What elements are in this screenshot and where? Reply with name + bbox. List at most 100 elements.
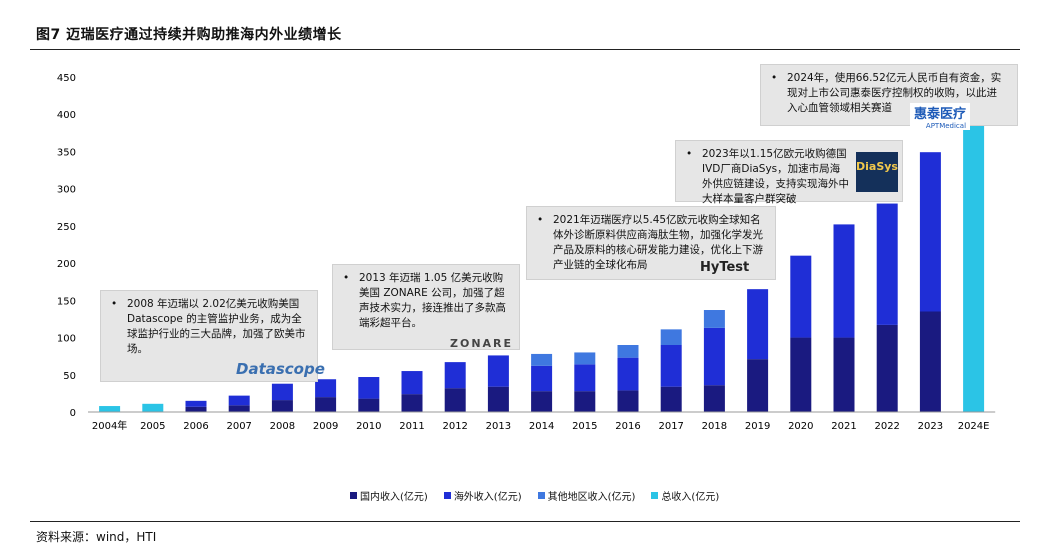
y-tick-label: 350 <box>57 147 76 158</box>
bar-overseas <box>919 152 941 312</box>
diasys-logo: DiaSys <box>856 152 898 192</box>
x-tick-label: 2005 <box>140 421 165 432</box>
bar-overseas <box>617 357 639 391</box>
x-tick-label: 2021 <box>831 421 856 432</box>
callout-text: 2023年以1.15亿欧元收购德国IVD厂商DiaSys，加速市局海外供应链建设… <box>702 148 849 205</box>
y-tick-label: 0 <box>70 408 76 419</box>
y-tick-label: 300 <box>57 185 76 196</box>
bar-domestic <box>228 405 250 412</box>
x-tick-label: 2018 <box>702 421 727 432</box>
bar-domestic <box>185 406 207 412</box>
legend-label: 海外收入(亿元) <box>453 492 522 503</box>
legend-swatch <box>651 492 659 499</box>
callout-text: 2024年，使用66.52亿元人民币自有资金，实现对上市公司惠泰医疗控制权的收购… <box>787 72 1002 114</box>
bar-domestic <box>833 337 855 412</box>
bar-domestic <box>487 386 509 412</box>
legend-domestic: 国内收入(亿元) <box>350 488 428 503</box>
x-tick-label: 2004年 <box>92 419 127 432</box>
callout-2013: • 2013 年迈瑞 1.05 亿美元收购美国 ZONARE 公司，加强了超声技… <box>332 264 520 350</box>
x-tick-label: 2011 <box>399 421 424 432</box>
bar-overseas <box>228 395 250 406</box>
hytest-logo: HyTest <box>700 260 750 275</box>
bar-overseas <box>790 255 812 338</box>
bar-overseas <box>747 289 769 360</box>
bar-overseas <box>487 355 509 387</box>
legend-swatch <box>537 492 545 499</box>
bars <box>99 99 985 412</box>
bar-overseas <box>531 365 553 392</box>
top-rule <box>30 49 1020 50</box>
x-tick-label: 2013 <box>486 421 511 432</box>
datascope-logo: Datascope <box>236 360 325 378</box>
bar-overseas <box>185 400 207 407</box>
bar-domestic <box>315 397 337 412</box>
callout-2008: • 2008 年迈瑞以 2.02亿美元收购美国Datascope 的主管监护业务… <box>100 290 318 382</box>
figure-title: 图7 迈瑞医疗通过持续并购助推海内外业绩增长 <box>36 27 342 43</box>
x-tick-label: 2019 <box>745 421 770 432</box>
legend-label: 总收入(亿元) <box>661 492 720 503</box>
callout-bullet: • <box>686 148 693 160</box>
y-tick-label: 400 <box>57 110 76 121</box>
bar-domestic <box>271 400 293 412</box>
callout-2021: • 2021年迈瑞医疗以5.45亿欧元收购全球知名体外诊断原料供应商海肽生物，加… <box>526 206 776 280</box>
bar-other <box>574 352 596 365</box>
bar-other <box>617 345 639 358</box>
bar-overseas <box>444 362 466 389</box>
x-tick-label: 2008 <box>270 421 295 432</box>
bar-domestic <box>747 359 769 412</box>
x-tick-label: 2009 <box>313 421 338 432</box>
bar-domestic <box>703 385 725 412</box>
bar-total <box>142 403 164 412</box>
x-tick-label: 2010 <box>356 421 381 432</box>
bar-domestic <box>574 391 596 412</box>
x-tick-label: 2006 <box>183 421 208 432</box>
legend-other: 其他地区收入(亿元) <box>537 488 636 503</box>
bar-overseas <box>401 371 423 395</box>
bar-domestic <box>358 398 380 412</box>
x-tick-label: 2016 <box>615 421 640 432</box>
legend: 国内收入(亿元) 海外收入(亿元) 其他地区收入(亿元) 总收入(亿元) <box>350 488 719 503</box>
x-tick-label: 2017 <box>658 421 683 432</box>
legend-label: 国内收入(亿元) <box>360 492 428 503</box>
y-axis: 0 50 100 150 200 250 300 350 400 450 <box>57 73 76 419</box>
bar-domestic <box>790 337 812 412</box>
callout-bullet: • <box>343 272 350 284</box>
legend-swatch <box>350 492 357 499</box>
y-tick-label: 150 <box>57 296 76 307</box>
bar-overseas <box>358 377 380 399</box>
bar-overseas <box>574 364 596 392</box>
callout-2024: • 2024年，使用66.52亿元人民币自有资金，实现对上市公司惠泰医疗控制权的… <box>760 64 1018 126</box>
bar-domestic <box>531 391 553 412</box>
bar-overseas <box>271 383 293 401</box>
y-tick-label: 100 <box>57 334 76 345</box>
bar-total <box>99 406 121 412</box>
source-note: 资料来源：wind，HTI <box>36 530 157 544</box>
bar-overseas <box>660 345 682 387</box>
x-tick-label: 2015 <box>572 421 597 432</box>
bar-domestic <box>660 386 682 412</box>
bar-other <box>703 310 725 328</box>
y-tick-label: 250 <box>57 222 76 233</box>
bar-domestic <box>444 388 466 412</box>
legend-overseas: 海外收入(亿元) <box>443 488 522 503</box>
callout-text: 2008 年迈瑞以 2.02亿美元收购美国Datascope 的主管监护业务，成… <box>127 298 306 355</box>
bottom-rule <box>30 521 1020 522</box>
bar-domestic <box>876 324 898 412</box>
callout-text: 2013 年迈瑞 1.05 亿美元收购美国 ZONARE 公司，加强了超声技术实… <box>359 272 506 329</box>
y-tick-label: 50 <box>63 371 76 382</box>
callout-bullet: • <box>771 72 778 84</box>
bar-other <box>660 329 682 345</box>
x-tick-label: 2012 <box>442 421 467 432</box>
x-tick-label: 2014 <box>529 421 554 432</box>
legend-total: 总收入(亿元) <box>651 488 719 503</box>
apt-medical-sub: APTMedical <box>925 122 967 130</box>
bar-overseas <box>315 379 337 398</box>
x-tick-label: 2007 <box>226 421 251 432</box>
legend-label: 其他地区收入(亿元) <box>547 492 636 503</box>
bar-overseas <box>833 224 855 338</box>
bar-total <box>963 99 985 412</box>
x-tick-label: 2023 <box>918 421 943 432</box>
callout-bullet: • <box>537 214 544 226</box>
x-tick-label: 2024E <box>958 421 990 432</box>
